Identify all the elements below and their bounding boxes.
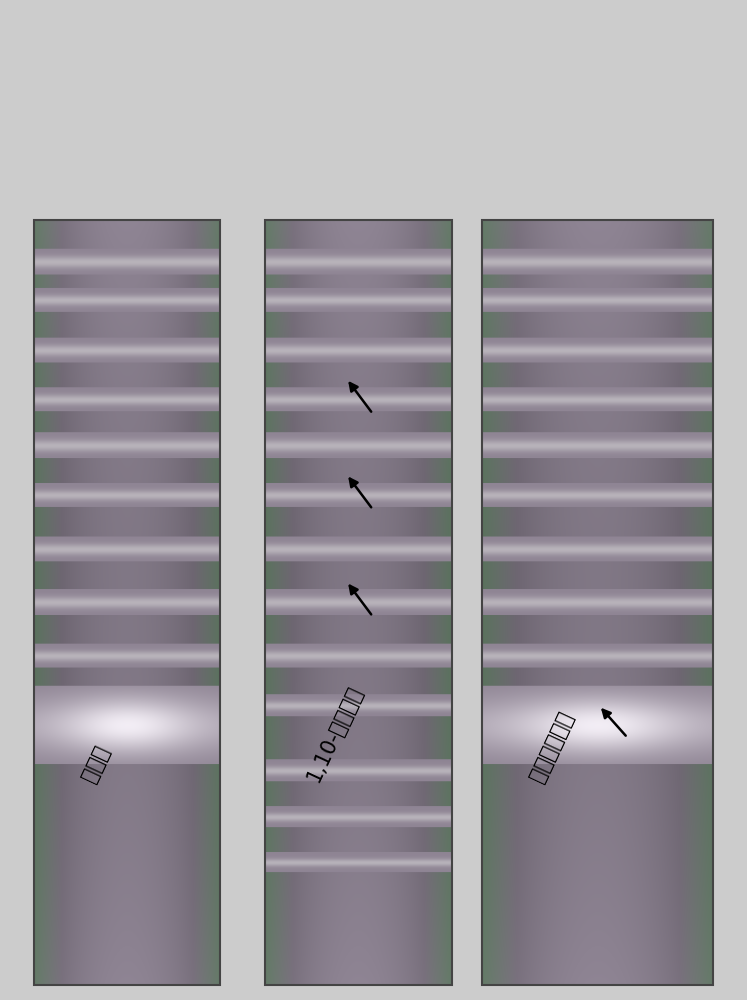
Text: 1,10-邻非啰琳: 1,10-邻非啰琳 (303, 682, 365, 785)
Bar (265, 220, 452, 985)
Bar (482, 220, 713, 985)
Bar (34, 220, 220, 985)
Text: 苯甲基磺酰氟: 苯甲基磺酰氟 (527, 709, 577, 785)
Text: 粗酶液: 粗酶液 (79, 743, 113, 785)
